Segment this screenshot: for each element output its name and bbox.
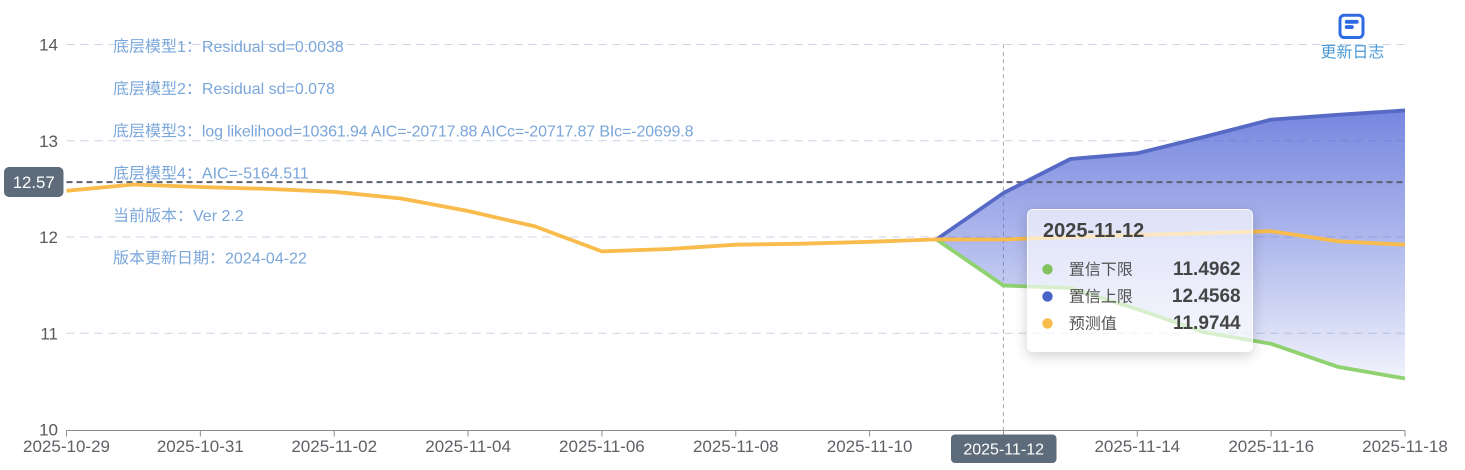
svg-text:11: 11 bbox=[40, 324, 58, 343]
svg-text:2025-11-06: 2025-11-06 bbox=[559, 437, 645, 456]
svg-text:2025-11-08: 2025-11-08 bbox=[693, 437, 779, 456]
svg-text:2025-11-16: 2025-11-16 bbox=[1228, 437, 1314, 456]
svg-text:2: 2 bbox=[177, 81, 186, 98]
svg-text:Ver 2.2: Ver 2.2 bbox=[193, 208, 244, 225]
svg-text:2025-11-12: 2025-11-12 bbox=[963, 442, 1044, 459]
svg-text:12: 12 bbox=[39, 228, 58, 247]
svg-text:1: 1 bbox=[177, 39, 186, 56]
svg-text:11.4962: 11.4962 bbox=[1173, 259, 1241, 280]
svg-text:2025-11-10: 2025-11-10 bbox=[827, 437, 913, 456]
svg-text:14: 14 bbox=[39, 36, 58, 55]
svg-text:13: 13 bbox=[39, 132, 58, 151]
svg-text:AIC=-5164.511: AIC=-5164.511 bbox=[202, 166, 309, 183]
svg-text:11.9744: 11.9744 bbox=[1173, 313, 1241, 334]
svg-text:2025-10-29: 2025-10-29 bbox=[23, 437, 110, 456]
svg-text:2024-04-22: 2024-04-22 bbox=[225, 250, 307, 267]
svg-text:2025-11-04: 2025-11-04 bbox=[425, 437, 511, 456]
svg-text:2025-11-02: 2025-11-02 bbox=[291, 437, 377, 456]
svg-text:3: 3 bbox=[177, 123, 186, 140]
svg-text:Residual sd=0.078: Residual sd=0.078 bbox=[202, 81, 335, 98]
svg-text:2025-11-14: 2025-11-14 bbox=[1094, 437, 1180, 456]
svg-text:2025-10-31: 2025-10-31 bbox=[157, 437, 244, 456]
svg-text:Residual sd=0.0038: Residual sd=0.0038 bbox=[202, 39, 344, 56]
svg-text:12.4568: 12.4568 bbox=[1172, 286, 1241, 307]
svg-text:12.57: 12.57 bbox=[13, 173, 55, 192]
svg-text:2025-11-18: 2025-11-18 bbox=[1362, 437, 1448, 456]
svg-text:log likelihood=10361.94 AIC=-2: log likelihood=10361.94 AIC=-20717.88 AI… bbox=[202, 123, 694, 140]
svg-text:4: 4 bbox=[177, 166, 186, 183]
svg-text:10: 10 bbox=[39, 421, 58, 440]
